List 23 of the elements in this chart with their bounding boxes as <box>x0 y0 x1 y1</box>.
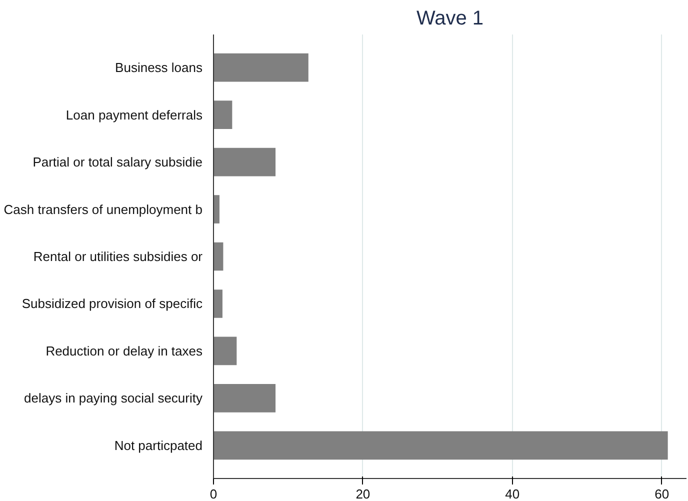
y-tick-label: Loan payment deferrals <box>66 107 203 122</box>
bar <box>214 336 237 366</box>
bar <box>214 384 276 412</box>
bar <box>214 100 232 129</box>
y-tick-label: Business loans <box>115 60 203 76</box>
bar <box>214 53 308 82</box>
x-tick-label: 40 <box>505 486 520 501</box>
x-tick-label: 60 <box>654 486 670 501</box>
chart-title: Wave 1 <box>416 8 484 30</box>
y-tick-label: Partial or total salary subsidie <box>32 154 203 170</box>
y-tick-label: Cash transfers of unemployment b <box>4 202 203 217</box>
y-tick-label: Reduction or delay in taxes <box>46 343 203 358</box>
bar <box>214 290 222 318</box>
y-tick-label: Rental or utilities subsidies or <box>33 249 204 264</box>
bar <box>214 431 668 460</box>
y-tick-label: delays in paying social security <box>24 390 203 406</box>
bar <box>214 148 276 176</box>
x-tick-label: 0 <box>210 486 218 501</box>
y-tick-label: Not particpated <box>114 438 203 453</box>
bar <box>214 195 220 224</box>
x-tick-label: 20 <box>356 486 370 501</box>
y-tick-label: Subsidized provision of specific <box>22 296 203 312</box>
bar <box>214 242 224 271</box>
